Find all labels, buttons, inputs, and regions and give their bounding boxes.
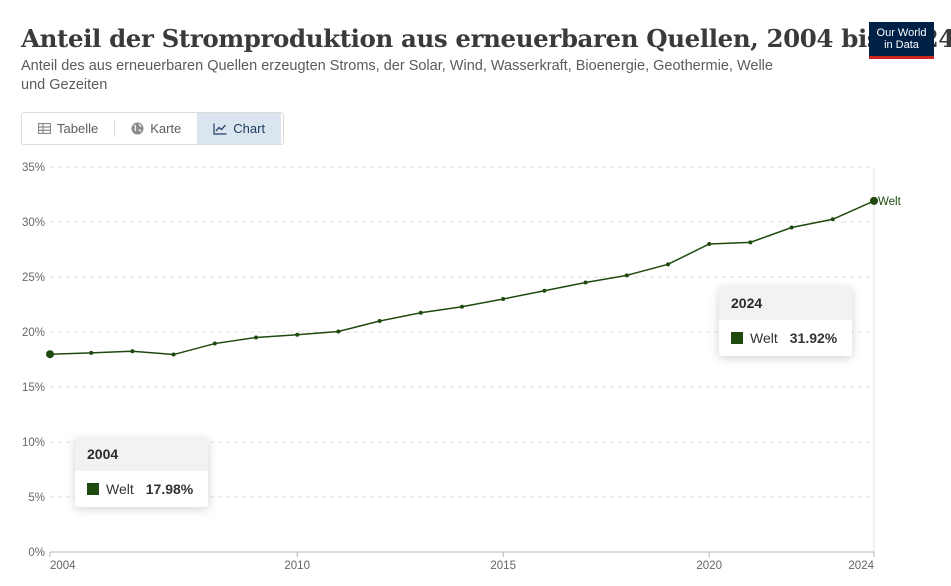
- tooltip-value: 31.92%: [789, 330, 838, 346]
- data-point[interactable]: [624, 273, 629, 278]
- tab-chart[interactable]: Chart: [197, 113, 282, 144]
- data-point[interactable]: [171, 352, 176, 357]
- tab-divider: [114, 120, 116, 137]
- data-point[interactable]: [830, 217, 835, 222]
- data-point[interactable]: [295, 332, 300, 337]
- y-tick-label: 30%: [22, 217, 45, 229]
- data-point[interactable]: [789, 225, 794, 230]
- data-point[interactable]: [254, 335, 258, 340]
- chart-subtitle: Anteil des aus erneuerbaren Quellen erze…: [21, 58, 773, 93]
- data-point[interactable]: [501, 297, 506, 301]
- tab-chart-label: Chart: [233, 121, 266, 136]
- series-end-label: Welt: [878, 196, 902, 208]
- data-point[interactable]: [130, 349, 135, 354]
- chart-title: Anteil der Stromproduktion aus erneuerba…: [21, 24, 951, 53]
- tooltip-year: 2004: [75, 438, 208, 471]
- data-point[interactable]: [870, 196, 878, 205]
- tooltip-value: 17.98%: [145, 481, 194, 497]
- series-swatch: [731, 332, 743, 344]
- series-swatch: [87, 483, 99, 495]
- y-tick-label: 0%: [28, 547, 45, 559]
- y-tick-label: 5%: [28, 492, 45, 504]
- logo-line-2: in Data: [884, 39, 919, 51]
- tab-table-label: Tabelle: [57, 121, 99, 136]
- tooltip-row: Welt 17.98%: [75, 471, 208, 507]
- data-point[interactable]: [583, 280, 588, 285]
- tab-table[interactable]: Tabelle: [22, 113, 114, 144]
- owid-logo[interactable]: Our World in Data: [869, 22, 934, 59]
- x-tick-label: 2010: [284, 560, 310, 572]
- tooltip-2024: 2024 Welt 31.92%: [719, 287, 852, 356]
- tooltip-series-name: Welt: [750, 330, 778, 346]
- data-point[interactable]: [707, 242, 712, 246]
- data-point[interactable]: [418, 310, 423, 315]
- data-point[interactable]: [89, 350, 94, 355]
- tooltip-row: Welt 31.92%: [719, 320, 852, 356]
- table-icon: [38, 123, 51, 134]
- series-lines: Welt: [46, 196, 902, 359]
- tooltip-series-name: Welt: [106, 481, 134, 497]
- tooltip-year: 2024: [719, 287, 852, 320]
- x-tick-label: 2015: [490, 560, 516, 572]
- y-tick-label: 10%: [22, 437, 45, 449]
- data-point[interactable]: [377, 319, 382, 323]
- y-axis-ticks: 0% 5% 10% 15% 20% 25% 30% 35%: [22, 162, 45, 559]
- data-point[interactable]: [542, 288, 547, 293]
- logo-line-1: Our World: [876, 27, 927, 39]
- tab-map-label: Karte: [150, 121, 182, 136]
- y-tick-label: 35%: [22, 162, 45, 174]
- y-tick-label: 25%: [22, 272, 45, 284]
- data-point[interactable]: [460, 304, 464, 309]
- y-tick-label: 20%: [22, 327, 45, 339]
- tab-map[interactable]: Karte: [115, 113, 197, 144]
- data-point[interactable]: [666, 262, 670, 267]
- y-tick-label: 15%: [22, 382, 45, 394]
- view-tabs: Tabelle Karte Chart: [21, 112, 284, 145]
- line-chart-icon: [213, 123, 227, 135]
- x-tick-label: 2004: [50, 560, 76, 572]
- x-tick-label: 2024: [848, 560, 874, 572]
- tooltip-2004: 2004 Welt 17.98%: [75, 438, 208, 507]
- data-point[interactable]: [748, 240, 753, 245]
- data-point[interactable]: [46, 350, 54, 359]
- globe-icon: [131, 122, 144, 135]
- x-tick-label: 2020: [696, 560, 722, 572]
- x-axis-ticks: 2004 2010 2015 2020 2024: [49, 552, 875, 572]
- data-point[interactable]: [336, 329, 341, 334]
- data-point[interactable]: [212, 341, 217, 346]
